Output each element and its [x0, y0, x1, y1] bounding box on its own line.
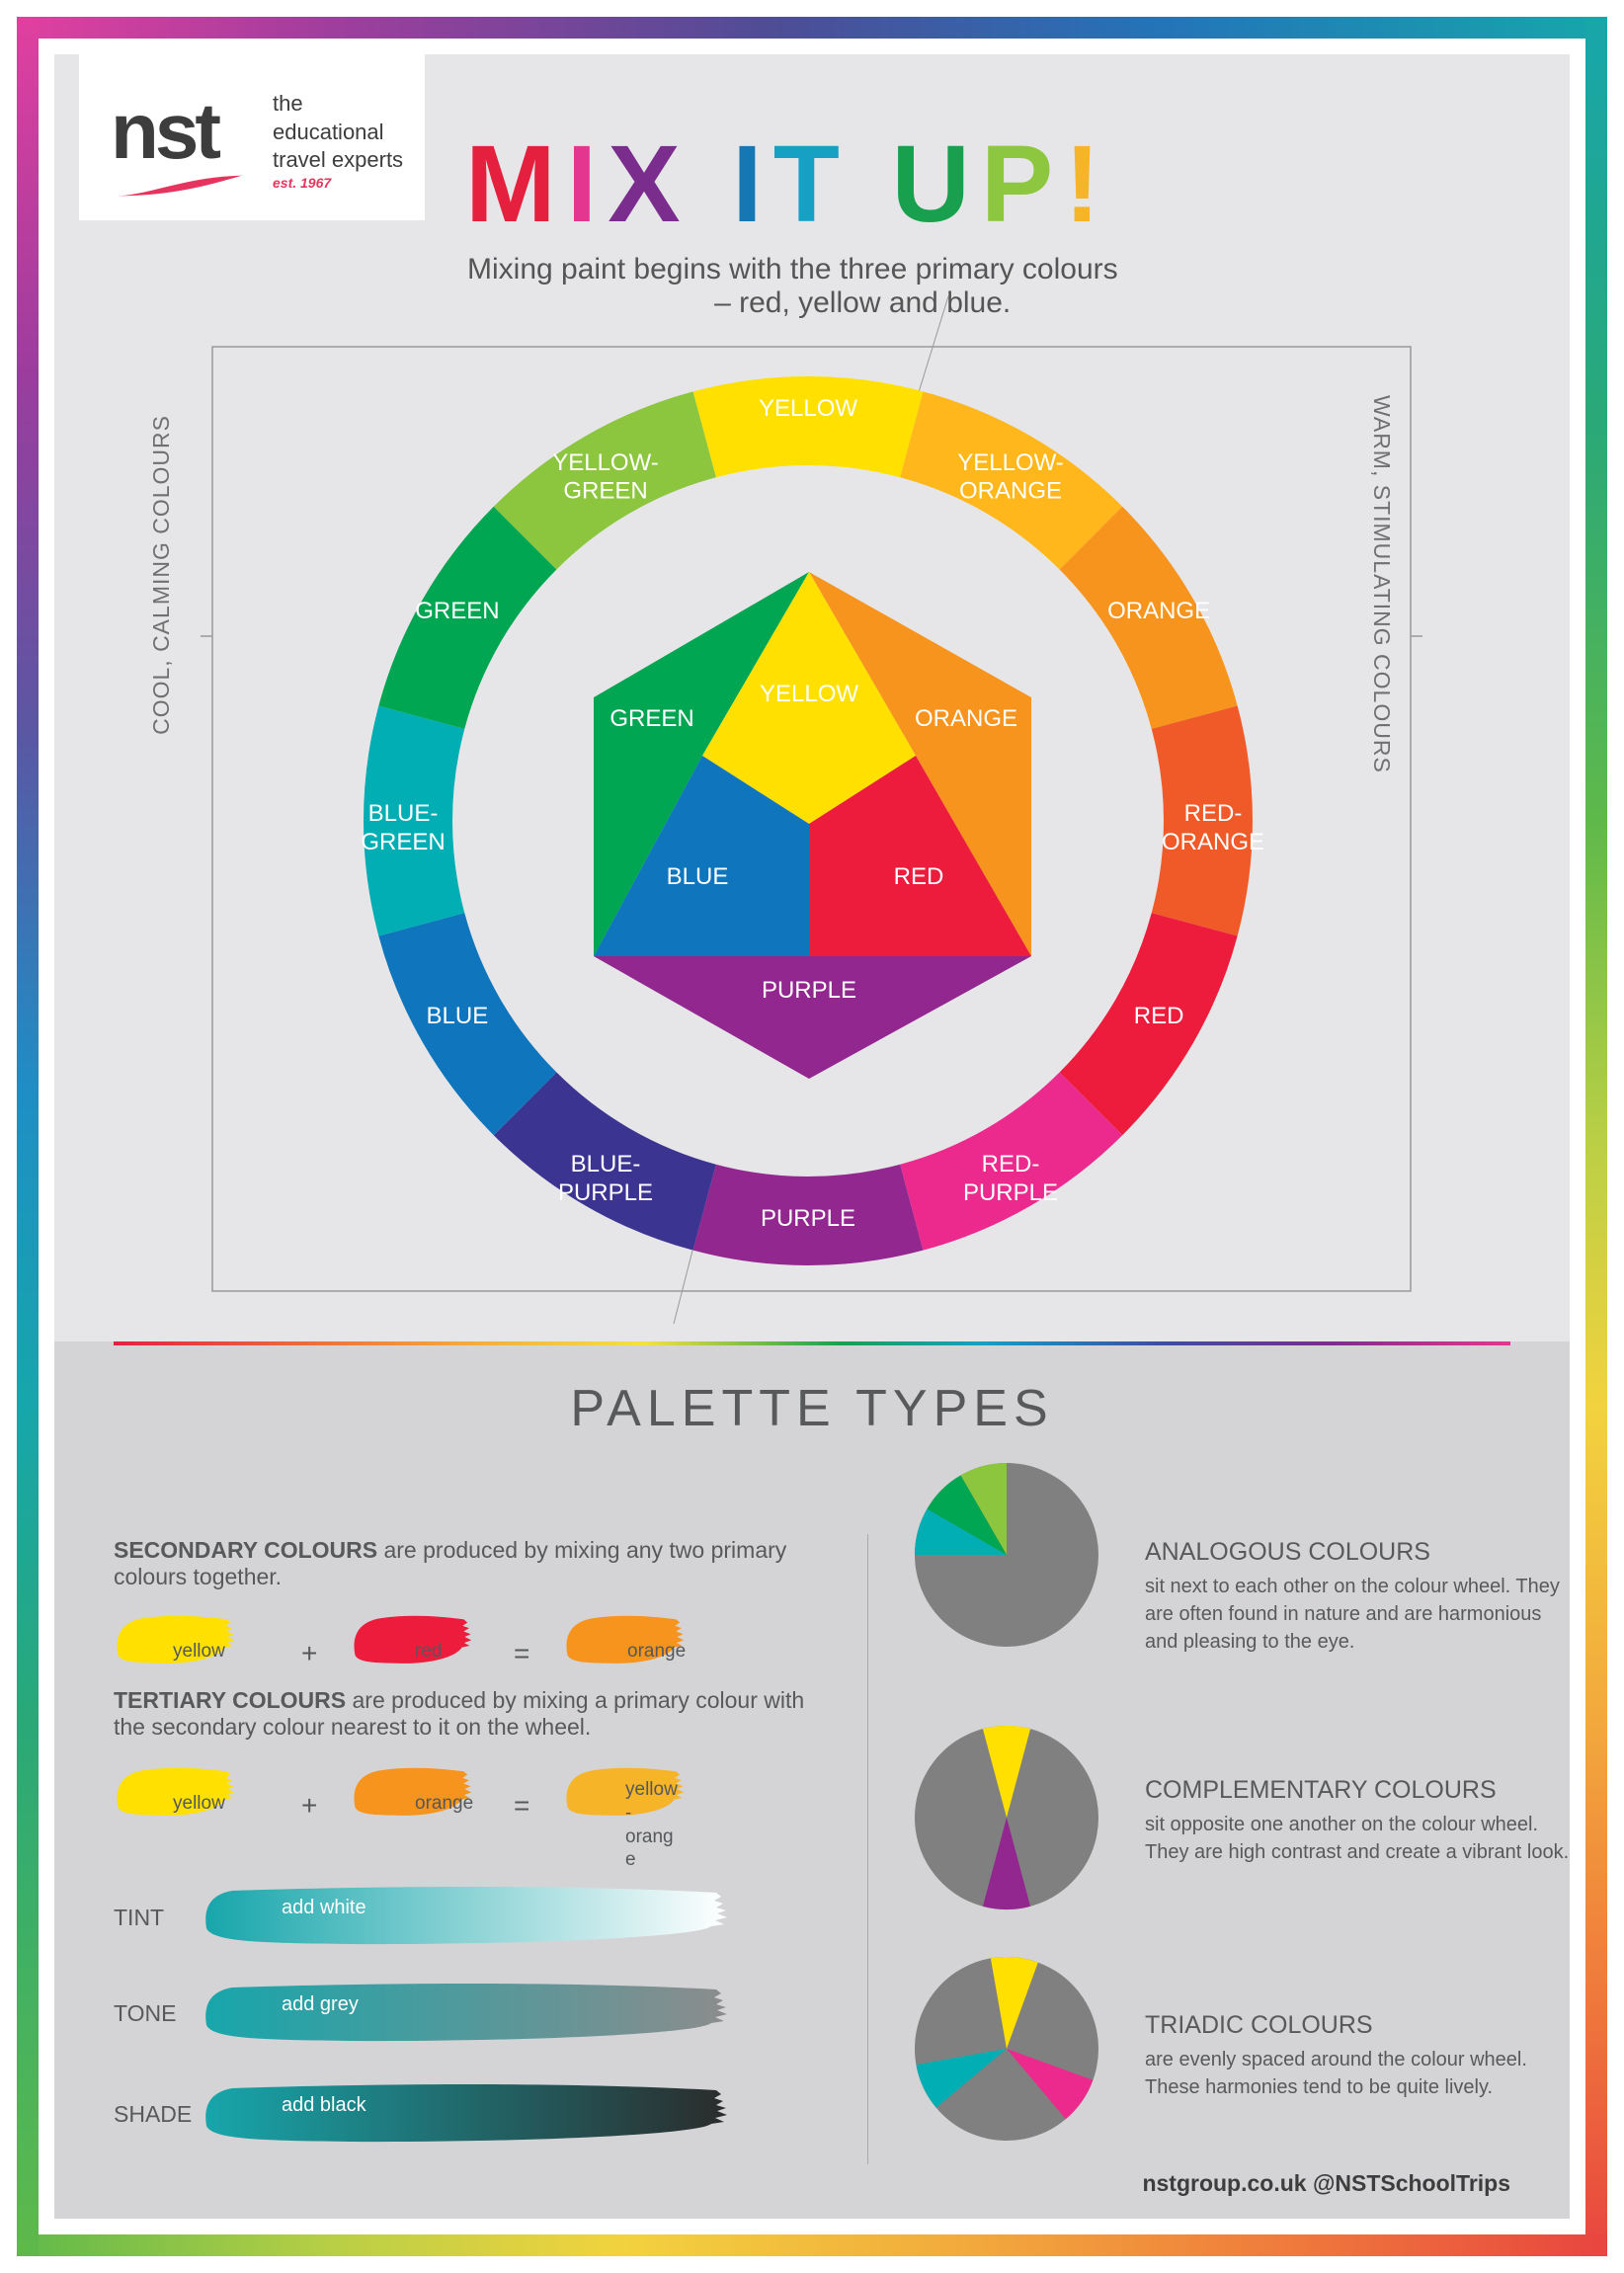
svg-text:GREEN: GREEN	[609, 705, 693, 732]
svg-text:BLUE: BLUE	[427, 1003, 489, 1029]
svg-text:BLUE: BLUE	[667, 863, 729, 890]
svg-text:YELLOW: YELLOW	[759, 395, 857, 422]
svg-text:YELLOW-GREEN: YELLOW-GREEN	[552, 449, 659, 505]
svg-text:BLUE-GREEN: BLUE-GREEN	[361, 800, 445, 855]
svg-text:RED: RED	[894, 863, 944, 890]
svg-text:YELLOW: YELLOW	[760, 681, 858, 707]
svg-text:PURPLE: PURPLE	[761, 1205, 855, 1232]
svg-text:PURPLE: PURPLE	[762, 977, 856, 1004]
svg-text:GREEN: GREEN	[415, 598, 499, 624]
svg-text:YELLOW-ORANGE: YELLOW-ORANGE	[957, 449, 1064, 505]
svg-text:BLUE-PURPLE: BLUE-PURPLE	[558, 1151, 653, 1206]
svg-text:RED: RED	[1134, 1003, 1184, 1029]
svg-text:ORANGE: ORANGE	[915, 705, 1017, 732]
svg-text:ORANGE: ORANGE	[1107, 598, 1210, 624]
